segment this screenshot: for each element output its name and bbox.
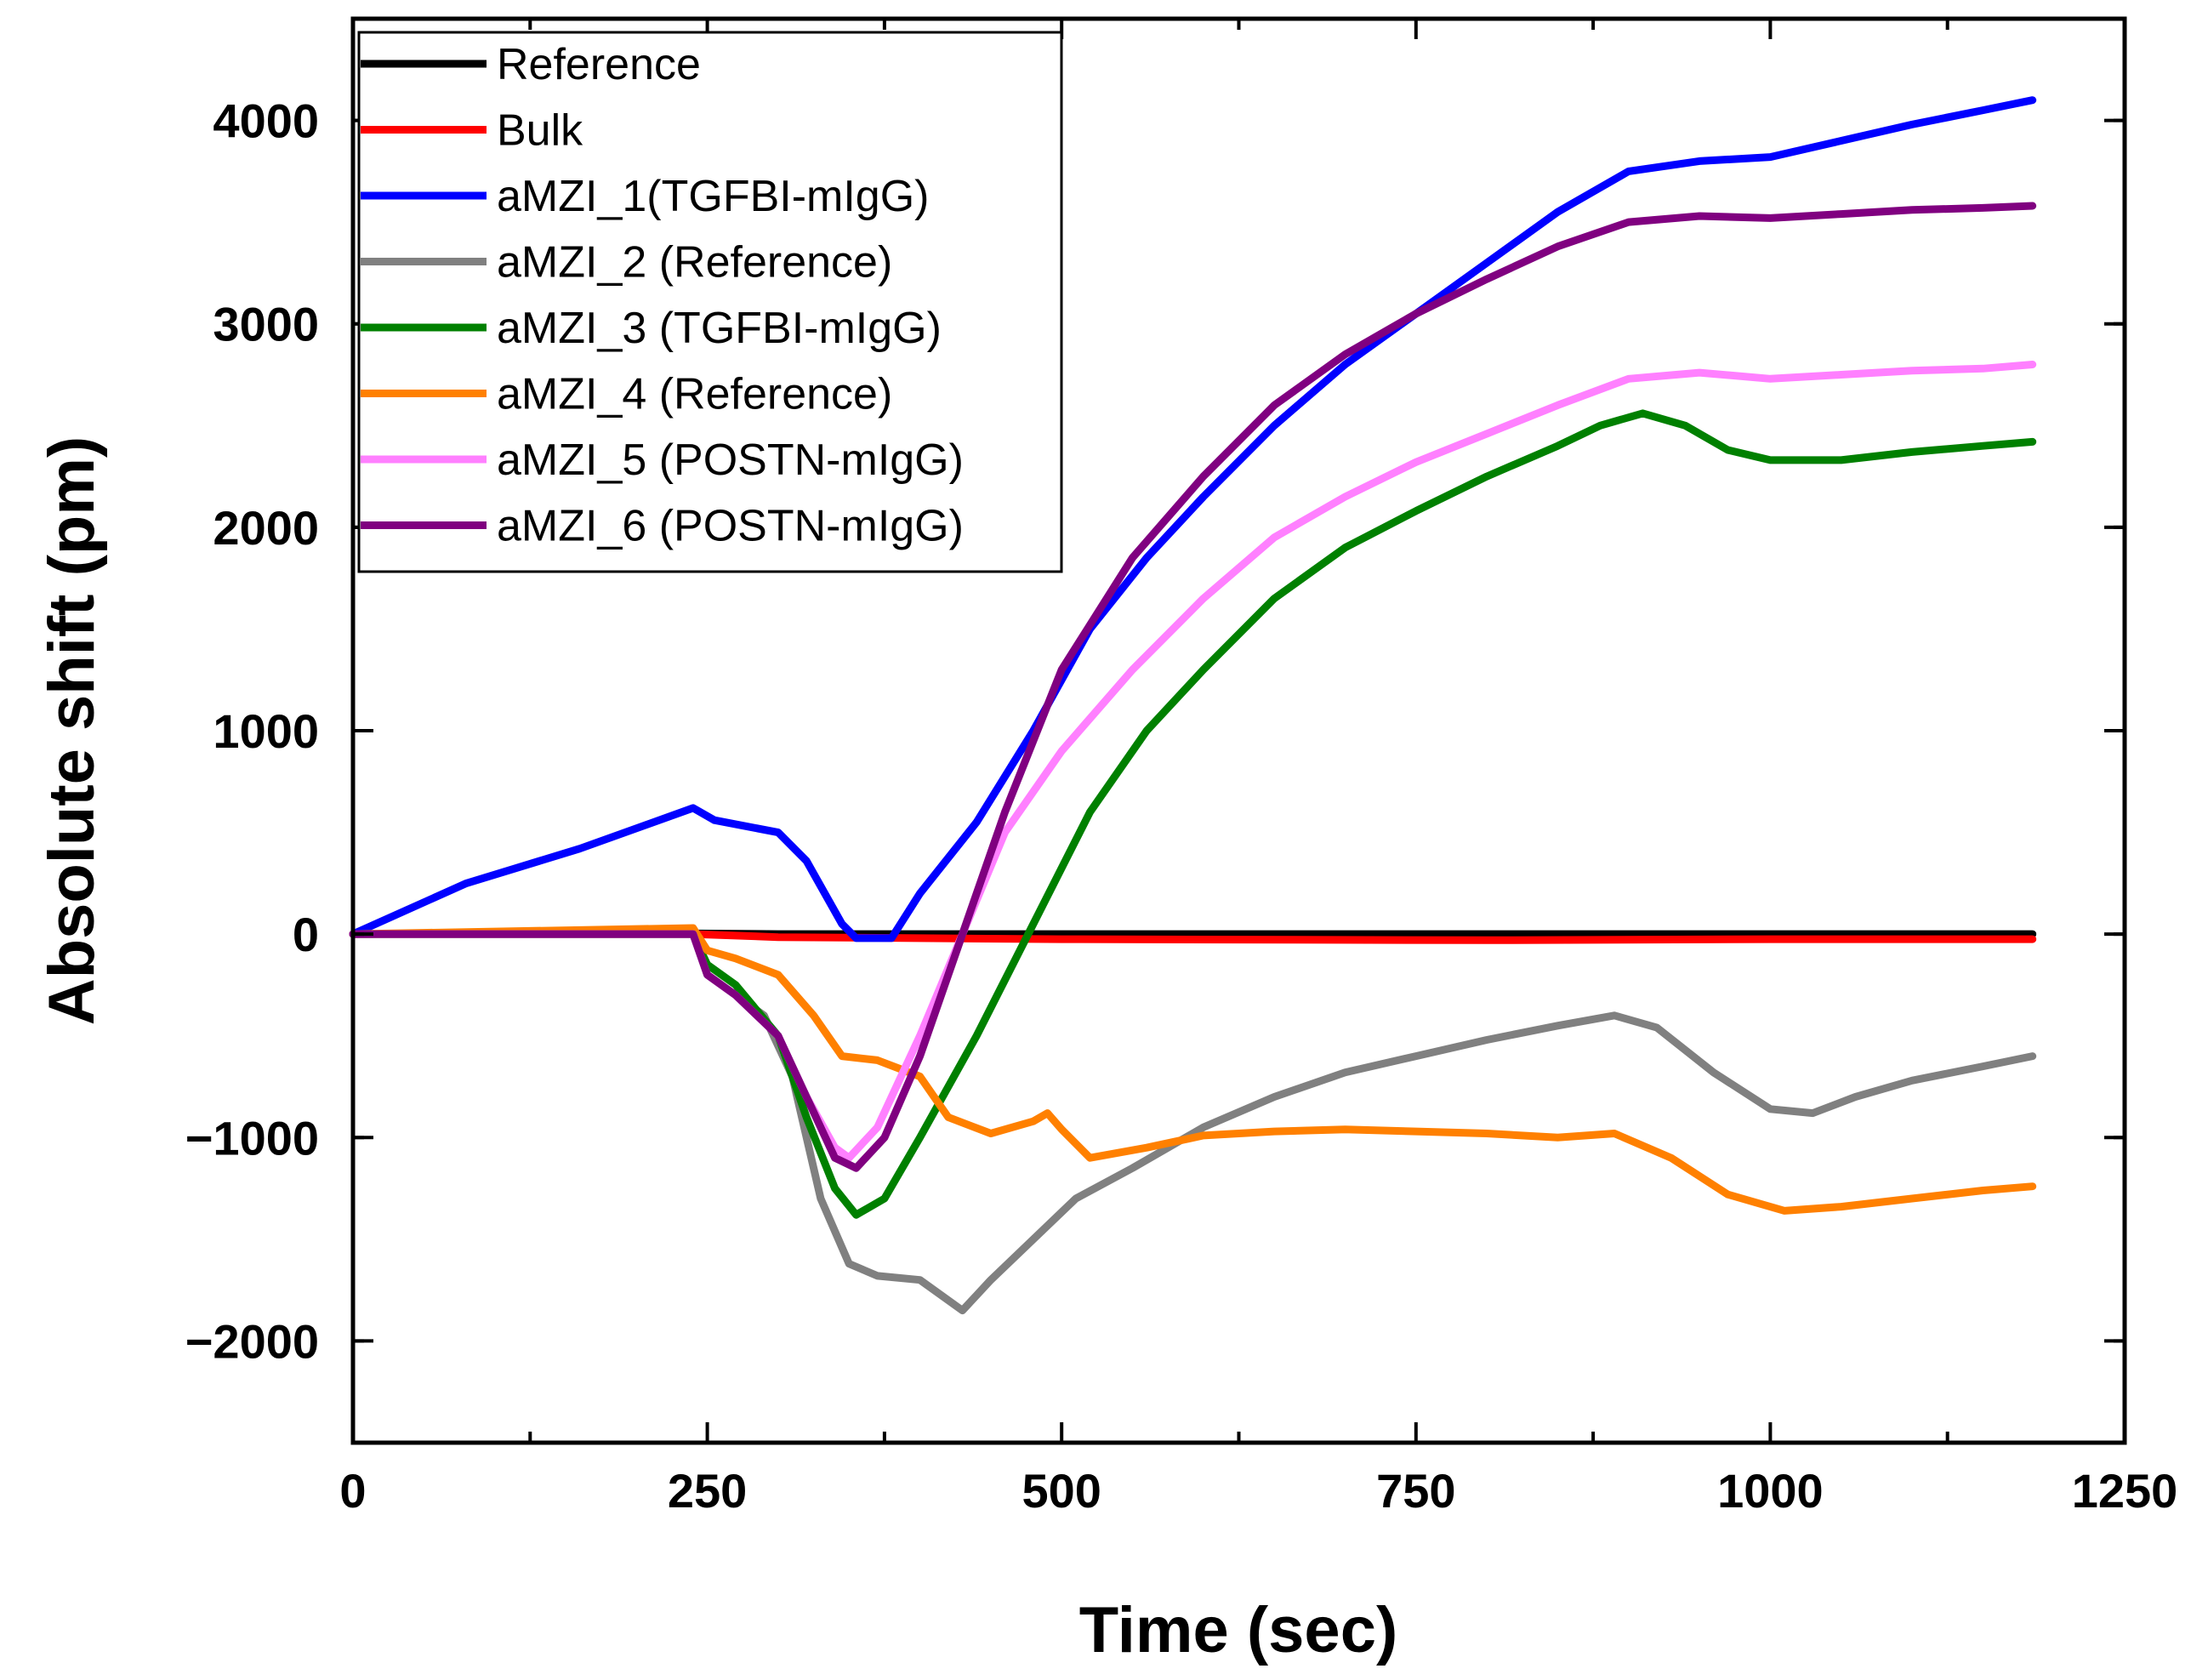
y-tick-label: 4000	[213, 94, 319, 148]
x-tick-label: 1250	[2072, 1464, 2178, 1518]
y-tick-label: 0	[293, 908, 319, 961]
series-line-amzi-3-tgfbi-migg	[349, 409, 2037, 1219]
legend: Reference Bulk aMZI_1(TGFBI-mIgG) aMZI_2 (R…	[357, 31, 1063, 573]
legend-label: aMZI_3 (TGFBI-mIgG)	[497, 304, 942, 353]
legend-label: aMZI_1(TGFBI-mIgG)	[497, 172, 929, 221]
plot-frame	[350, 16, 2127, 1445]
x-tick-label: 250	[668, 1464, 747, 1518]
series-layer	[349, 96, 2037, 1315]
y-tick-label: −1000	[185, 1111, 319, 1165]
y-axis-title: Absolute shift (pm)	[36, 436, 108, 1025]
series-line-amzi-6-postn-migg	[349, 202, 2037, 1172]
y-tick-label: 3000	[213, 298, 319, 351]
legend-label: Reference	[497, 40, 701, 89]
legend-label: aMZI_5 (POSTN-mIgG)	[497, 436, 964, 485]
x-tick-label: 0	[339, 1464, 366, 1518]
y-tick-label: −2000	[185, 1314, 319, 1368]
series-line-amzi-4-reference	[349, 924, 2037, 1215]
x-tick-label: 750	[1376, 1464, 1455, 1518]
y-tick-label: 2000	[213, 501, 319, 555]
tick-layer: 0 250 500 750 1000 1250 −2000 −1000 0 1000 2000 300…	[185, 19, 2178, 1518]
series-line-amzi-1-tgfbi-migg	[349, 96, 2037, 943]
x-tick-label: 500	[1021, 1464, 1101, 1518]
legend-label: aMZI_2 (Reference)	[497, 238, 892, 288]
legend-label: aMZI_6 (POSTN-mIgG)	[497, 502, 964, 551]
series-line-amzi-2-reference	[349, 930, 2037, 1315]
x-tick-label: 1000	[1717, 1464, 1824, 1518]
legend-label: Bulk	[497, 106, 583, 156]
legend-label: aMZI_4 (Reference)	[497, 370, 892, 419]
y-tick-label: 1000	[213, 704, 319, 758]
legend-box	[357, 31, 1063, 573]
x-axis-title: Time (sec)	[1079, 1594, 1398, 1666]
